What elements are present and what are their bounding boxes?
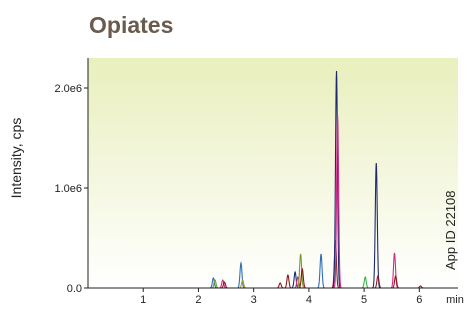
chart-title: Opiates <box>89 12 174 38</box>
y-tick-label-0: 0.0 <box>67 283 82 295</box>
plot-background <box>88 58 458 288</box>
peak-10 <box>296 253 305 289</box>
peak-11 <box>298 267 307 289</box>
peak-19 <box>390 252 399 289</box>
y-tick-label-2: 2.0e6 <box>54 83 82 95</box>
app-id-annotation: App ID 22108 <box>443 190 458 270</box>
x-axis-label: min <box>446 294 464 306</box>
x-tick-label-3: 4 <box>306 294 312 306</box>
peak-4 <box>236 261 245 289</box>
peak-13 <box>331 239 340 289</box>
y-tick-label-1: 1.0e6 <box>54 183 82 195</box>
x-tick-label-2: 3 <box>251 294 257 306</box>
peak-12 <box>317 253 326 289</box>
x-tick-label-1: 2 <box>195 294 201 306</box>
x-tick-label-4: 5 <box>361 294 367 306</box>
x-tick-label-0: 1 <box>140 294 146 306</box>
peak-15 <box>333 115 342 289</box>
peak-14 <box>332 70 341 289</box>
x-tick-label-5: 6 <box>416 294 422 306</box>
